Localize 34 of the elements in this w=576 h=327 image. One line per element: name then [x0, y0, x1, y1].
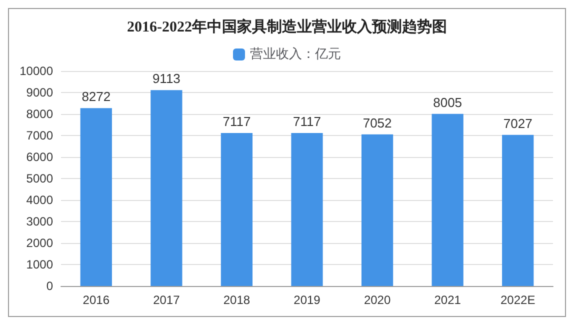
x-tick-label: 2017 [153, 293, 180, 307]
data-label: 8005 [433, 94, 462, 110]
x-tick-label: 2018 [223, 293, 250, 307]
x-tick-label: 2021 [434, 293, 462, 307]
y-tick-label: 4000 [26, 193, 54, 207]
x-tick-label: 2016 [82, 293, 110, 307]
y-tick-label: 5000 [26, 172, 54, 186]
y-tick-label: 6000 [26, 150, 54, 164]
data-label: 9113 [152, 71, 180, 86]
bar [361, 134, 394, 286]
data-label: 7117 [293, 114, 321, 129]
legend-label: 营业收入：亿元 [250, 47, 341, 62]
bar [150, 90, 182, 286]
bar [220, 132, 253, 286]
data-label: 8272 [82, 89, 111, 104]
x-tick-label: 2022E [500, 293, 536, 307]
y-tick-label: 7000 [26, 128, 54, 142]
y-tick-label: 0 [46, 279, 54, 293]
data-label: 7117 [222, 114, 251, 129]
y-tick-label: 2000 [26, 236, 54, 250]
y-tick-label: 1000 [26, 258, 54, 272]
data-label: 7052 [362, 115, 392, 130]
y-tick-label: 9000 [26, 86, 54, 100]
chart-title: 2016-2022年中国家具制造业营业收入预测趋势图 [127, 18, 447, 36]
bar [291, 132, 323, 286]
x-tick-label: 2020 [364, 293, 391, 307]
y-tick-label: 8000 [26, 107, 54, 121]
data-label: 7027 [503, 116, 532, 131]
bar [502, 134, 534, 286]
x-tick-label: 2019 [294, 293, 321, 307]
bar [80, 108, 112, 286]
bar [432, 114, 464, 286]
y-tick-label: 10000 [20, 64, 54, 78]
y-tick-label: 3000 [26, 214, 54, 228]
